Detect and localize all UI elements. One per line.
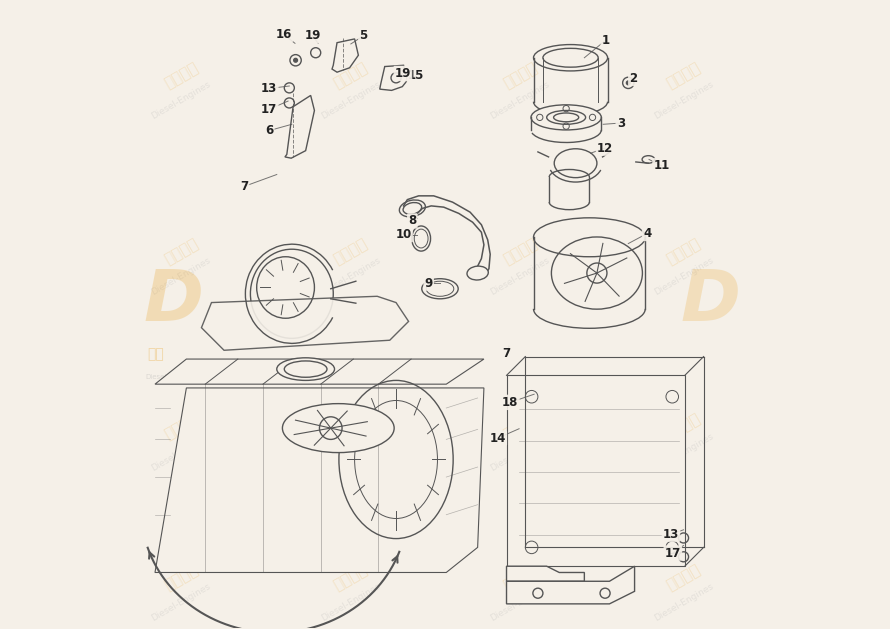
Text: 紧发动力: 紧发动力 [501,411,540,442]
Text: 9: 9 [425,277,433,289]
Text: Diesel-Engines: Diesel-Engines [320,582,382,623]
Text: 8: 8 [409,214,417,228]
Text: 13: 13 [663,528,679,541]
Text: 18: 18 [502,396,519,409]
Polygon shape [155,388,484,572]
Text: 16: 16 [276,28,292,41]
Text: 动力: 动力 [147,348,164,362]
Text: 7: 7 [503,347,511,360]
Circle shape [294,58,297,62]
Text: 紧发动力: 紧发动力 [331,562,370,593]
Text: Diesel-Engines: Diesel-Engines [150,431,213,472]
Text: 3: 3 [617,116,625,130]
Text: Diesel-Engines: Diesel-Engines [145,374,197,380]
Polygon shape [506,566,585,581]
Text: Diesel-Engines: Diesel-Engines [652,582,715,623]
Text: Diesel-Engines: Diesel-Engines [150,255,213,297]
Text: 紧发动力: 紧发动力 [331,60,370,91]
Text: 紧发动力: 紧发动力 [664,562,703,593]
Text: 4: 4 [643,227,651,240]
Text: 紧发动力: 紧发动力 [664,235,703,267]
Text: Diesel-Engines: Diesel-Engines [652,431,715,472]
Text: D: D [680,267,740,336]
Polygon shape [201,296,409,350]
Text: 14: 14 [490,431,506,445]
Text: Diesel-Engines: Diesel-Engines [652,255,715,297]
Text: 10: 10 [395,228,412,242]
Text: 紧发动力: 紧发动力 [664,411,703,442]
Text: 19: 19 [304,30,320,42]
Text: 13: 13 [261,82,278,95]
Text: Diesel-Engines: Diesel-Engines [320,80,382,121]
Text: 紧发动力: 紧发动力 [162,235,201,267]
Text: D: D [143,267,204,336]
Text: Diesel-Engines: Diesel-Engines [150,582,213,623]
Text: Diesel-Engines: Diesel-Engines [320,255,382,297]
Text: 17: 17 [665,547,681,560]
Polygon shape [332,39,359,72]
Polygon shape [506,566,635,604]
Text: 12: 12 [597,142,613,155]
Polygon shape [155,359,484,384]
Ellipse shape [642,155,655,163]
Text: 1: 1 [602,34,610,47]
Text: Diesel-Engines: Diesel-Engines [652,80,715,121]
Text: 紧发动力: 紧发动力 [501,60,540,91]
Circle shape [627,81,630,85]
Ellipse shape [554,149,597,177]
Text: 紧发动力: 紧发动力 [331,235,370,267]
Text: 7: 7 [240,180,248,193]
Text: Diesel-Engines: Diesel-Engines [490,255,552,297]
Text: 紧发动力: 紧发动力 [162,562,201,593]
Ellipse shape [533,45,608,71]
Text: 紧发动力: 紧发动力 [162,411,201,442]
Text: 6: 6 [265,124,273,137]
Ellipse shape [250,249,333,338]
Ellipse shape [467,266,489,280]
Text: 紧发动力: 紧发动力 [501,562,540,593]
Text: 紧发动力: 紧发动力 [331,411,370,442]
Text: 2: 2 [629,72,637,85]
Text: 19: 19 [395,67,411,80]
Text: 15: 15 [408,69,425,82]
Text: 紧发动力: 紧发动力 [162,60,201,91]
Ellipse shape [282,404,394,453]
Ellipse shape [277,358,335,381]
Ellipse shape [533,218,645,257]
Text: 5: 5 [360,30,368,42]
Polygon shape [506,376,684,566]
Text: Diesel-Engines: Diesel-Engines [490,582,552,623]
Text: 紧发动力: 紧发动力 [501,235,540,267]
Text: Diesel-Engines: Diesel-Engines [490,431,552,472]
Ellipse shape [531,105,602,130]
Text: Diesel-Engines: Diesel-Engines [490,80,552,121]
Text: 紧发动力: 紧发动力 [664,60,703,91]
Text: Diesel-Engines: Diesel-Engines [320,431,382,472]
Polygon shape [285,96,314,158]
Ellipse shape [400,200,425,217]
Polygon shape [380,65,408,91]
Text: Diesel-Engines: Diesel-Engines [150,80,213,121]
Text: 17: 17 [261,103,278,116]
Text: 11: 11 [653,159,669,172]
